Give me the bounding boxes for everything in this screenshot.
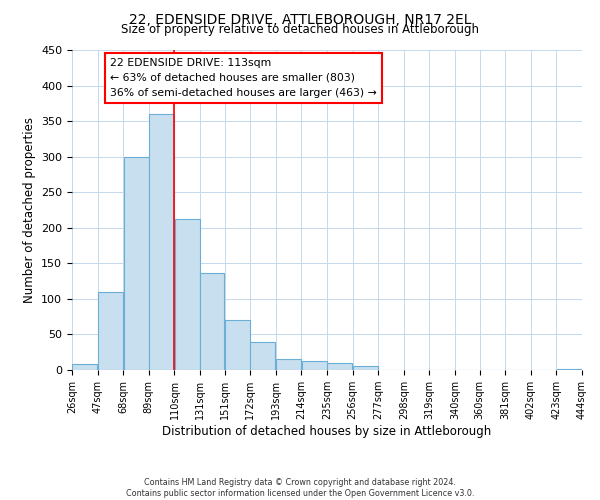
Y-axis label: Number of detached properties: Number of detached properties: [23, 117, 35, 303]
Text: Contains HM Land Registry data © Crown copyright and database right 2024.
Contai: Contains HM Land Registry data © Crown c…: [126, 478, 474, 498]
Bar: [72, 364, 97, 370]
Text: 22 EDENSIDE DRIVE: 113sqm
← 63% of detached houses are smaller (803)
36% of semi: 22 EDENSIDE DRIVE: 113sqm ← 63% of detac…: [110, 58, 377, 98]
X-axis label: Distribution of detached houses by size in Attleborough: Distribution of detached houses by size …: [163, 425, 491, 438]
Bar: [225, 320, 250, 370]
Bar: [175, 218, 200, 370]
Bar: [250, 342, 275, 370]
Bar: [557, 368, 582, 370]
Bar: [200, 272, 224, 370]
Bar: [149, 114, 174, 370]
Text: 22, EDENSIDE DRIVE, ATTLEBOROUGH, NR17 2EL: 22, EDENSIDE DRIVE, ATTLEBOROUGH, NR17 2…: [129, 12, 471, 26]
Bar: [98, 292, 123, 370]
Bar: [124, 156, 149, 370]
Bar: [327, 363, 352, 370]
Bar: [276, 360, 301, 370]
Bar: [353, 366, 378, 370]
Text: Size of property relative to detached houses in Attleborough: Size of property relative to detached ho…: [121, 22, 479, 36]
Bar: [302, 361, 327, 370]
